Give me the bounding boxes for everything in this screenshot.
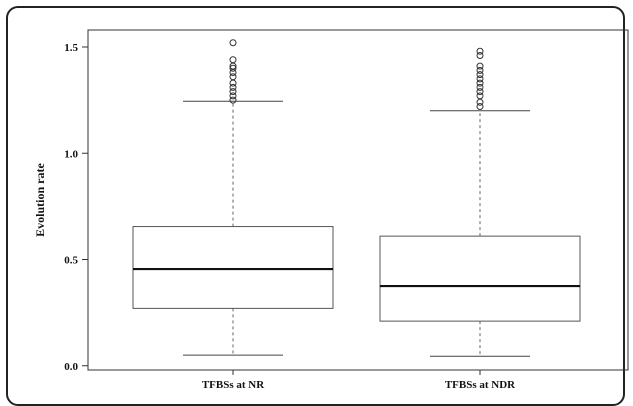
figure-frame — [6, 6, 625, 406]
outlier-point — [476, 83, 484, 91]
outlier-point — [476, 88, 484, 96]
box-1 — [132, 39, 334, 356]
outlier-point — [476, 71, 484, 79]
outlier-point — [476, 47, 484, 55]
box-plot-chart: 0.0 0.5 1.0 1.5 TFBSs at NR TFBSs at NDR Evo… — [33, 29, 629, 391]
outlier-point — [229, 56, 237, 64]
outlier-point — [229, 64, 237, 72]
outlier-point — [229, 88, 237, 96]
outlier-point — [476, 98, 484, 106]
outlier-point — [229, 83, 237, 91]
outlier-point — [476, 52, 484, 59]
outlier-point — [229, 73, 237, 81]
y-tick-label: 0.0 — [64, 361, 78, 373]
y-axis-title: Evolution rate — [33, 162, 47, 236]
outlier-point — [476, 62, 484, 70]
plot-area-border — [87, 29, 629, 371]
outlier-point — [476, 66, 484, 74]
y-tick-label: 1.5 — [64, 42, 78, 54]
outlier-point — [476, 75, 484, 83]
outlier-point — [229, 39, 237, 47]
outlier-point — [229, 79, 237, 87]
x-tick-label: TFBSs at NDR — [445, 379, 516, 391]
x-tick-label: TFBSs at NR — [202, 379, 265, 391]
box-2 — [379, 47, 581, 357]
y-tick-label: 1.0 — [64, 148, 78, 160]
outlier-point — [476, 79, 484, 87]
iqr-box — [379, 235, 581, 322]
iqr-box — [132, 226, 334, 309]
outlier-point — [229, 92, 237, 100]
outlier-point — [476, 92, 484, 100]
outlier-point — [476, 103, 484, 110]
outlier-point — [229, 96, 237, 104]
y-tick-label: 0.5 — [64, 255, 78, 267]
